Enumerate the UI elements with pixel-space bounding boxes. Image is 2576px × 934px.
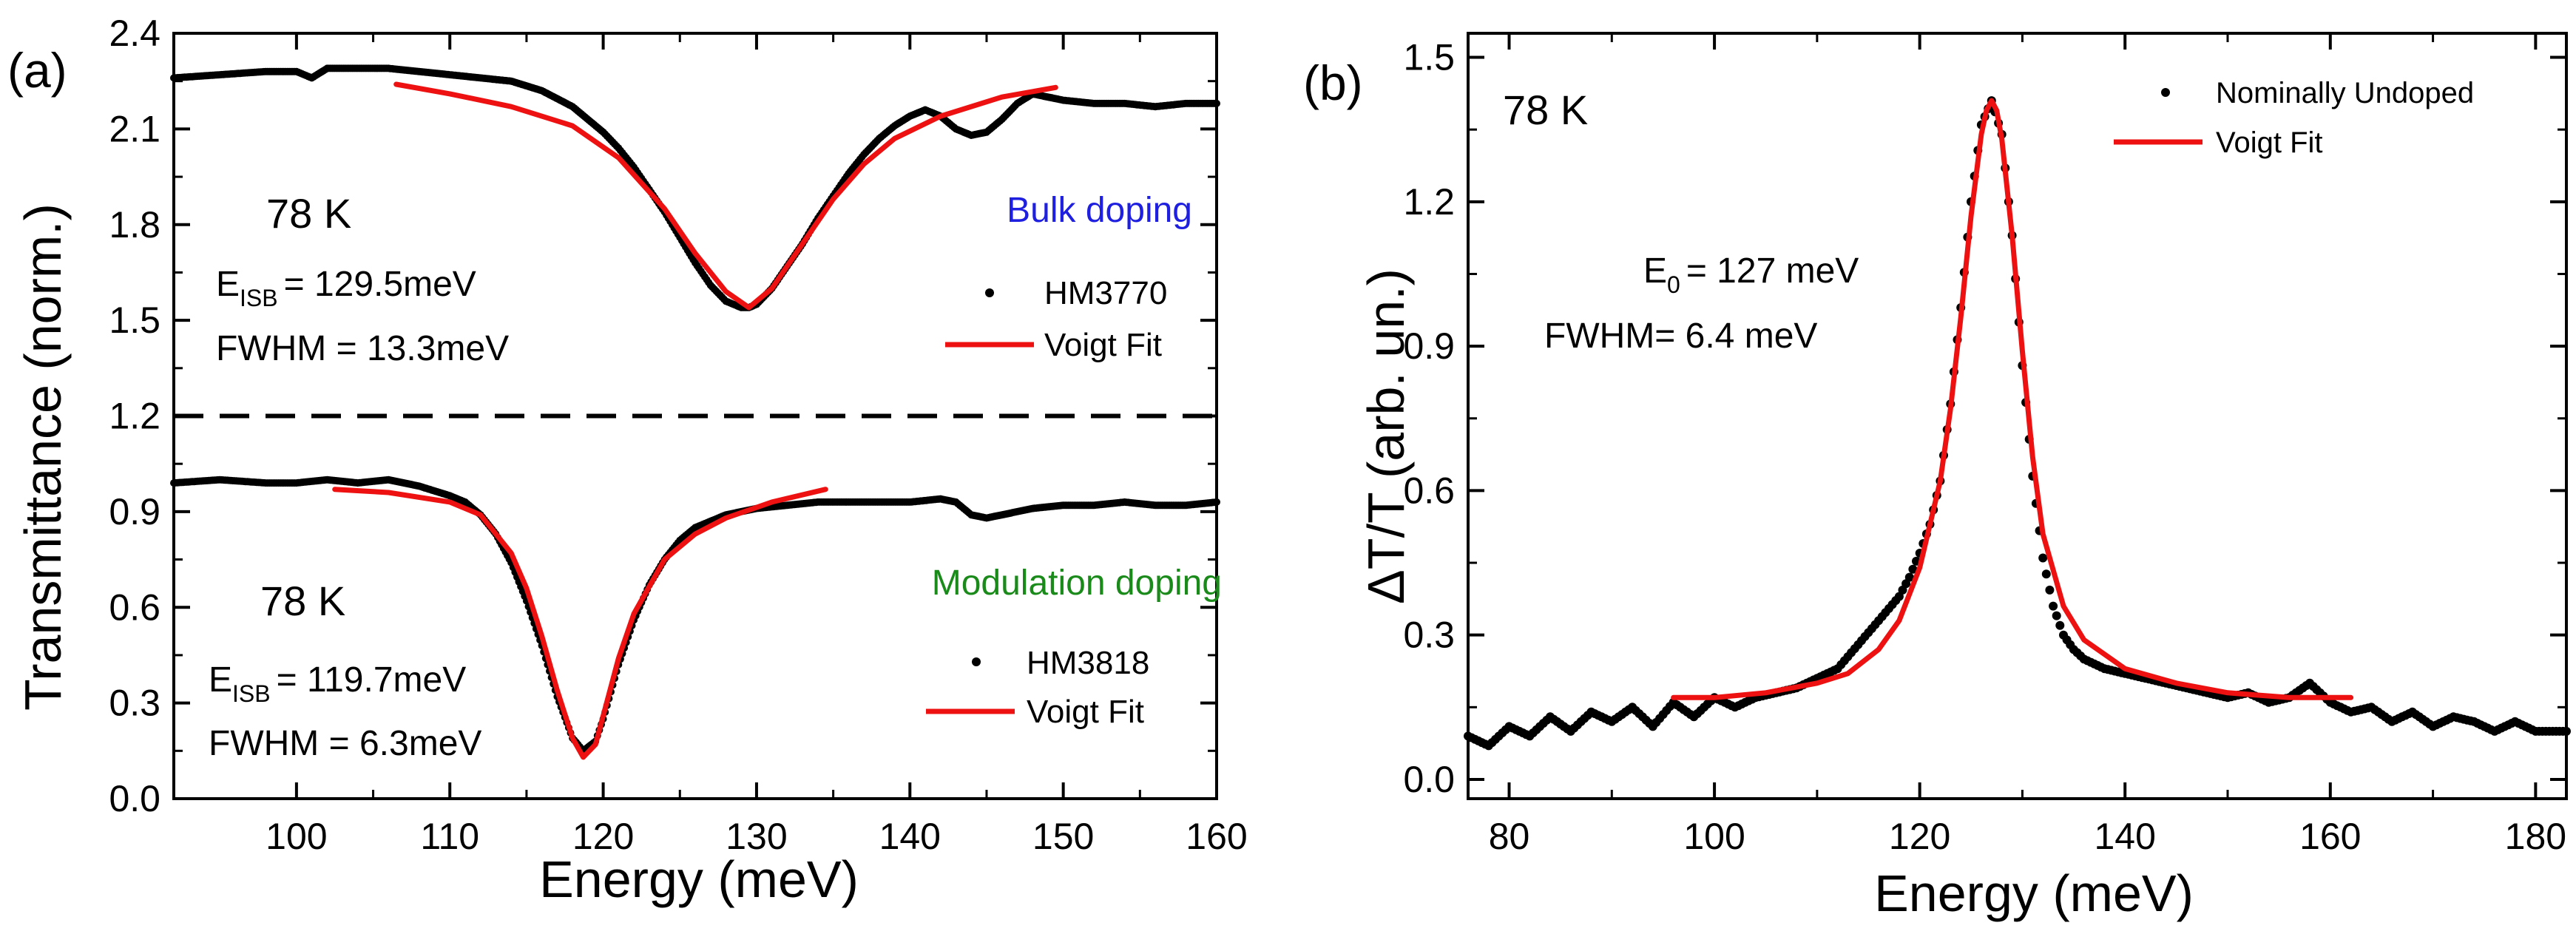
legend-hm3818-marker (972, 657, 981, 666)
series-voigt-fit (332, 487, 828, 760)
panel-b-series (1464, 96, 2571, 751)
upper-eisb-label: EISB = 129.5meV (216, 265, 476, 311)
series-hm3770 (170, 64, 1220, 311)
y-tick-label: 0.3 (1403, 615, 1455, 656)
x-tick-label: 140 (2095, 816, 2156, 857)
data-point (2045, 585, 2055, 595)
panel-a-x-axis-label: Energy (meV) (539, 850, 859, 908)
fit-line (1671, 98, 2354, 700)
panel-a: 100 110 120 130 140 150 160 0.0 0.3 0.6 0.9 1.2 1.5 1… (7, 13, 1248, 908)
y-tick-label: 0.6 (1403, 470, 1455, 511)
legend-lower-fit-label: Voigt Fit (1027, 694, 1144, 730)
y-tick-label: 0.9 (1403, 325, 1455, 367)
bulk-doping-label: Bulk doping (1007, 191, 1192, 230)
y-tick-label: 1.8 (109, 204, 160, 246)
x-tick-label: 120 (572, 816, 634, 857)
legend-upper-fit-label: Voigt Fit (1044, 327, 1162, 363)
panel-b-plot-frame (1467, 32, 2568, 800)
panel-b-tick-labels: 80 100 120 140 160 180 0.0 0.3 0.6 0.9 1.2 1.5 (1403, 37, 2566, 857)
x-tick-label: 180 (2505, 816, 2566, 857)
panel-b-fwhm-label: FWHM= 6.4 meV (1544, 317, 1817, 356)
data-point (2049, 601, 2058, 611)
panel-b-label: (b) (1303, 55, 1363, 110)
data-point (1908, 564, 1918, 574)
modulation-doping-label: Modulation doping (932, 564, 1222, 603)
panel-b-e0-label: E0 = 127 meV (1643, 251, 1859, 298)
fit-line (332, 487, 828, 760)
x-tick-label: 120 (1889, 816, 1950, 857)
data-point (2038, 553, 2048, 563)
legend-nominally-undoped-label: Nominally Undoped (2216, 77, 2474, 109)
panel-b-y-axis-label: ΔT/T (arb. un.) (1357, 268, 1415, 604)
y-tick-label: 0.9 (109, 491, 160, 532)
x-tick-label: 130 (726, 816, 787, 857)
lower-fwhm-label: FWHM = 6.3meV (209, 724, 481, 763)
panel-a-label: (a) (7, 43, 67, 98)
x-tick-label: 100 (1683, 816, 1745, 857)
panel-b-temperature-label: 78 K (1503, 87, 1588, 133)
y-tick-label: 1.2 (1403, 181, 1455, 223)
legend-hm3770-marker (985, 288, 994, 297)
series-nominally-undoped (1464, 96, 2571, 751)
x-tick-label: 100 (266, 816, 327, 857)
legend-nominally-undoped-marker (2161, 88, 2170, 97)
legend-b-fit-label: Voigt Fit (2216, 126, 2323, 159)
x-tick-label: 160 (1186, 816, 1247, 857)
x-tick-label: 80 (1489, 816, 1530, 857)
panel-a-plot-frame (172, 32, 1218, 800)
y-tick-label: 0.3 (109, 683, 160, 724)
panel-b-x-axis-label: Energy (meV) (1874, 864, 2194, 922)
lower-eisb-label: EISB = 119.7meV (209, 660, 466, 707)
panel-a-tick-labels: 100 110 120 130 140 150 160 0.0 0.3 0.6 0.9 1.2 1.5 1… (109, 13, 1247, 857)
x-tick-label: 160 (2299, 816, 2361, 857)
data-point (1904, 572, 1914, 582)
panel-a-series (170, 64, 1220, 760)
data-point (2041, 569, 2051, 579)
y-tick-label: 2.1 (109, 108, 160, 149)
panel-a-y-axis-label: Transmittance (norm.) (14, 203, 72, 711)
panel-b-ticks (1468, 33, 2566, 799)
x-tick-label: 110 (420, 816, 479, 857)
y-tick-label: 0.0 (1403, 759, 1455, 800)
y-tick-label: 2.4 (109, 13, 160, 54)
y-tick-label: 1.5 (109, 300, 160, 341)
x-tick-label: 140 (879, 816, 941, 857)
data-point (2052, 611, 2061, 620)
lower-temperature-label: 78 K (260, 578, 345, 624)
x-tick-label: 150 (1032, 816, 1094, 857)
y-tick-label: 1.2 (109, 396, 160, 437)
legend-hm3770-label: HM3770 (1044, 275, 1167, 311)
series-voigt-fit (1671, 98, 2354, 700)
data-point (2055, 620, 2065, 630)
y-tick-label: 0.0 (109, 778, 160, 819)
y-tick-label: 0.6 (109, 586, 160, 628)
series-voigt-fit (393, 81, 1058, 311)
upper-temperature-label: 78 K (266, 190, 351, 237)
y-tick-label: 1.5 (1403, 37, 1455, 78)
upper-fwhm-label: FWHM = 13.3meV (216, 329, 509, 368)
legend-hm3818-label: HM3818 (1027, 645, 1149, 681)
fit-line (393, 81, 1058, 311)
